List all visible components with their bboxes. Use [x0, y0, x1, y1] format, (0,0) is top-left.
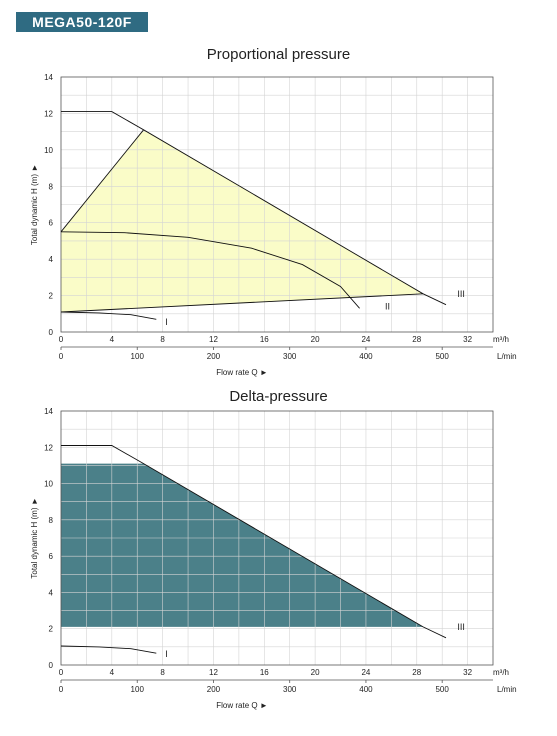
curve-boundary-3	[60, 293, 424, 313]
x-tick-label: 12	[209, 335, 218, 344]
y-tick-label: 14	[44, 73, 53, 82]
y-tick-label: 10	[44, 480, 53, 489]
y-axis-title: Total dynamic H (m) ►	[30, 497, 39, 578]
x2-tick-label: 100	[131, 352, 145, 361]
x-axis-title: Flow rate Q ►	[216, 701, 267, 710]
plot-frame	[60, 76, 494, 333]
y-tick-label: 2	[49, 625, 54, 634]
chart-title-proportional: Proportional pressure	[206, 46, 351, 63]
x2-tick-label: 0	[59, 685, 64, 694]
x-tick-label: 4	[110, 335, 115, 344]
y-tick-label: 10	[44, 146, 53, 155]
y-tick-label: 12	[44, 443, 53, 452]
curve-III-1	[61, 445, 447, 639]
x-tick-label: 32	[463, 335, 472, 344]
x2-tick-label: 100	[131, 685, 145, 694]
x-tick-label: 24	[361, 335, 370, 344]
x-tick-label: 16	[260, 335, 269, 344]
curve-I-0	[60, 311, 157, 320]
x-tick-label: 8	[160, 335, 165, 344]
x-tick-label: 20	[311, 335, 320, 344]
operating-range-fill	[61, 463, 424, 627]
x-tick-label: 28	[412, 668, 421, 677]
y-tick-label: 12	[44, 109, 53, 118]
x-tick-label: 32	[463, 668, 472, 677]
curve-label-I: I	[165, 649, 168, 659]
x2-tick-label: 200	[207, 352, 221, 361]
x2-unit-label: L/min	[497, 352, 517, 361]
x-tick-label: 4	[110, 668, 115, 677]
y-axis-title: Total dynamic H (m) ►	[30, 164, 39, 245]
curve-label-III: III	[457, 622, 465, 632]
operating-range-fill	[61, 129, 424, 312]
model-badge: MEGA50-120F	[16, 12, 148, 32]
x-tick-label: 0	[59, 335, 64, 344]
x-unit-label: m³/h	[493, 335, 509, 344]
x2-tick-label: 0	[59, 352, 64, 361]
x-tick-label: 0	[59, 668, 64, 677]
curve-label-III: III	[457, 289, 465, 299]
curve-I-0	[60, 645, 157, 654]
x-tick-label: 8	[160, 668, 165, 677]
x-tick-label: 24	[361, 668, 370, 677]
curve-II-1	[60, 231, 360, 309]
curve-label-I: I	[165, 317, 168, 327]
y-tick-label: 4	[49, 588, 54, 597]
x2-tick-label: 500	[435, 352, 449, 361]
x2-tick-label: 500	[435, 685, 449, 694]
y-tick-label: 8	[49, 182, 54, 191]
y-tick-label: 6	[49, 552, 54, 561]
x2-tick-label: 300	[283, 685, 297, 694]
x2-tick-label: 400	[359, 685, 373, 694]
x-unit-label: m³/h	[493, 668, 509, 677]
x-tick-label: 28	[412, 335, 421, 344]
chart-title-delta: Delta-pressure	[229, 388, 328, 405]
y-tick-label: 8	[49, 516, 54, 525]
y-tick-label: 6	[49, 219, 54, 228]
x2-unit-label: L/min	[497, 685, 517, 694]
y-tick-label: 4	[49, 255, 54, 264]
x-axis-title: Flow rate Q ►	[216, 368, 267, 377]
x-tick-label: 16	[260, 668, 269, 677]
x2-tick-label: 200	[207, 685, 221, 694]
x-tick-label: 12	[209, 668, 218, 677]
y-tick-label: 0	[49, 661, 54, 670]
y-tick-label: 0	[49, 328, 54, 337]
y-tick-label: 14	[44, 407, 53, 416]
plot-frame	[60, 410, 494, 666]
x2-tick-label: 400	[359, 352, 373, 361]
curve-label-II: II	[385, 302, 390, 312]
x-tick-label: 20	[311, 668, 320, 677]
y-tick-label: 2	[49, 292, 54, 301]
x2-tick-label: 300	[283, 352, 297, 361]
curve-boundary-4	[60, 129, 144, 233]
